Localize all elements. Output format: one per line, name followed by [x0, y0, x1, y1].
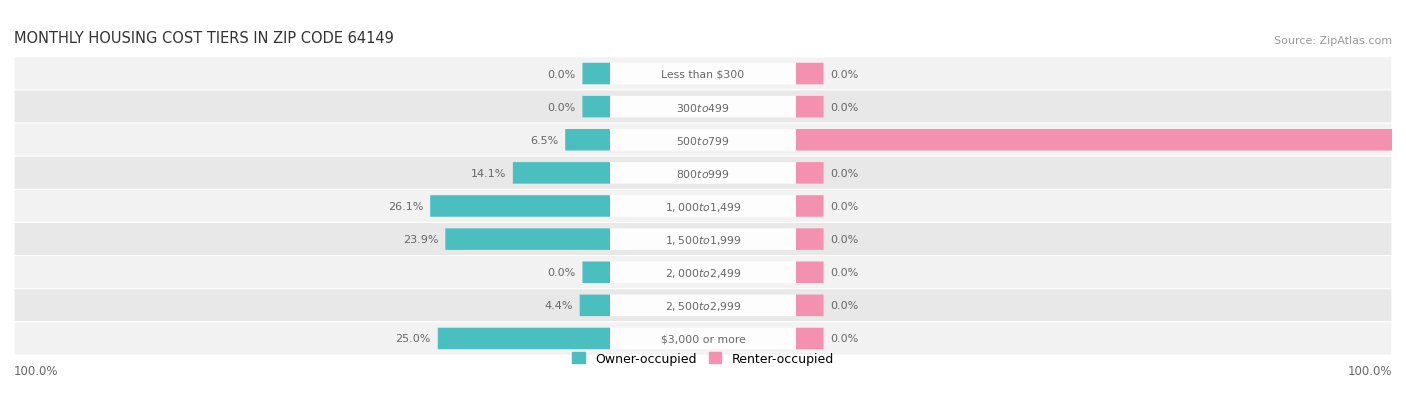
FancyBboxPatch shape	[796, 229, 824, 250]
FancyBboxPatch shape	[14, 58, 1392, 91]
FancyBboxPatch shape	[610, 295, 796, 316]
FancyBboxPatch shape	[14, 289, 1392, 322]
FancyBboxPatch shape	[14, 223, 1392, 256]
Text: 25.0%: 25.0%	[395, 334, 430, 344]
FancyBboxPatch shape	[582, 64, 610, 85]
FancyBboxPatch shape	[796, 130, 1406, 151]
FancyBboxPatch shape	[14, 124, 1392, 157]
Text: Less than $300: Less than $300	[661, 69, 745, 79]
FancyBboxPatch shape	[579, 295, 610, 316]
Text: 100.0%: 100.0%	[14, 364, 59, 377]
FancyBboxPatch shape	[796, 262, 824, 283]
FancyBboxPatch shape	[610, 196, 796, 217]
FancyBboxPatch shape	[610, 163, 796, 184]
FancyBboxPatch shape	[796, 295, 824, 316]
FancyBboxPatch shape	[610, 130, 796, 151]
Text: 0.0%: 0.0%	[547, 102, 575, 112]
Text: $500 to $799: $500 to $799	[676, 135, 730, 146]
Text: $3,000 or more: $3,000 or more	[661, 334, 745, 344]
FancyBboxPatch shape	[14, 91, 1392, 124]
FancyBboxPatch shape	[14, 157, 1392, 190]
Text: 26.1%: 26.1%	[388, 202, 423, 211]
Text: 0.0%: 0.0%	[831, 301, 859, 311]
FancyBboxPatch shape	[796, 196, 824, 217]
Text: 0.0%: 0.0%	[547, 268, 575, 278]
Text: MONTHLY HOUSING COST TIERS IN ZIP CODE 64149: MONTHLY HOUSING COST TIERS IN ZIP CODE 6…	[14, 31, 394, 46]
Text: 23.9%: 23.9%	[404, 235, 439, 244]
FancyBboxPatch shape	[513, 163, 610, 184]
FancyBboxPatch shape	[610, 262, 796, 283]
Text: 0.0%: 0.0%	[831, 169, 859, 178]
Text: $2,000 to $2,499: $2,000 to $2,499	[665, 266, 741, 279]
FancyBboxPatch shape	[796, 328, 824, 349]
Legend: Owner-occupied, Renter-occupied: Owner-occupied, Renter-occupied	[568, 347, 838, 370]
FancyBboxPatch shape	[446, 229, 610, 250]
FancyBboxPatch shape	[610, 64, 796, 85]
FancyBboxPatch shape	[14, 322, 1392, 355]
FancyBboxPatch shape	[437, 328, 610, 349]
Text: 0.0%: 0.0%	[831, 235, 859, 244]
FancyBboxPatch shape	[14, 190, 1392, 223]
FancyBboxPatch shape	[582, 97, 610, 118]
Text: 0.0%: 0.0%	[831, 69, 859, 79]
Text: 6.5%: 6.5%	[530, 135, 558, 145]
FancyBboxPatch shape	[610, 229, 796, 250]
FancyBboxPatch shape	[565, 130, 610, 151]
FancyBboxPatch shape	[610, 328, 796, 349]
FancyBboxPatch shape	[582, 262, 610, 283]
FancyBboxPatch shape	[14, 256, 1392, 289]
Text: 14.1%: 14.1%	[471, 169, 506, 178]
Text: 0.0%: 0.0%	[547, 69, 575, 79]
Text: $1,500 to $1,999: $1,500 to $1,999	[665, 233, 741, 246]
Text: $800 to $999: $800 to $999	[676, 168, 730, 179]
Text: 0.0%: 0.0%	[831, 268, 859, 278]
Text: $2,500 to $2,999: $2,500 to $2,999	[665, 299, 741, 312]
Text: $300 to $499: $300 to $499	[676, 102, 730, 113]
Text: 0.0%: 0.0%	[831, 102, 859, 112]
FancyBboxPatch shape	[796, 163, 824, 184]
FancyBboxPatch shape	[610, 97, 796, 118]
Text: 0.0%: 0.0%	[831, 334, 859, 344]
Text: 4.4%: 4.4%	[544, 301, 572, 311]
Text: $1,000 to $1,499: $1,000 to $1,499	[665, 200, 741, 213]
Text: 100.0%: 100.0%	[1347, 364, 1392, 377]
FancyBboxPatch shape	[796, 64, 824, 85]
Text: Source: ZipAtlas.com: Source: ZipAtlas.com	[1274, 36, 1392, 46]
Text: 0.0%: 0.0%	[831, 202, 859, 211]
FancyBboxPatch shape	[796, 97, 824, 118]
FancyBboxPatch shape	[430, 196, 610, 217]
